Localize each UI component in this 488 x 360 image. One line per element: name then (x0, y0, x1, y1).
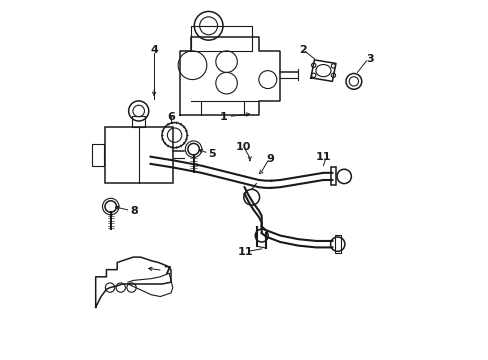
Text: 9: 9 (266, 154, 274, 164)
Text: 7: 7 (163, 266, 170, 276)
Text: 6: 6 (167, 112, 175, 122)
Text: 5: 5 (208, 149, 216, 159)
Bar (330, 167, 336, 185)
Bar (132, 116, 145, 127)
Bar (104, 127, 172, 183)
Text: 11: 11 (315, 152, 330, 162)
Text: 8: 8 (130, 206, 138, 216)
Text: 11: 11 (237, 247, 253, 257)
Text: 1: 1 (220, 112, 227, 122)
Text: 10: 10 (235, 142, 251, 152)
Bar (334, 235, 340, 253)
Text: 2: 2 (299, 45, 306, 55)
Bar (92, 144, 103, 166)
Text: 4: 4 (150, 45, 158, 55)
Text: 3: 3 (366, 54, 373, 64)
